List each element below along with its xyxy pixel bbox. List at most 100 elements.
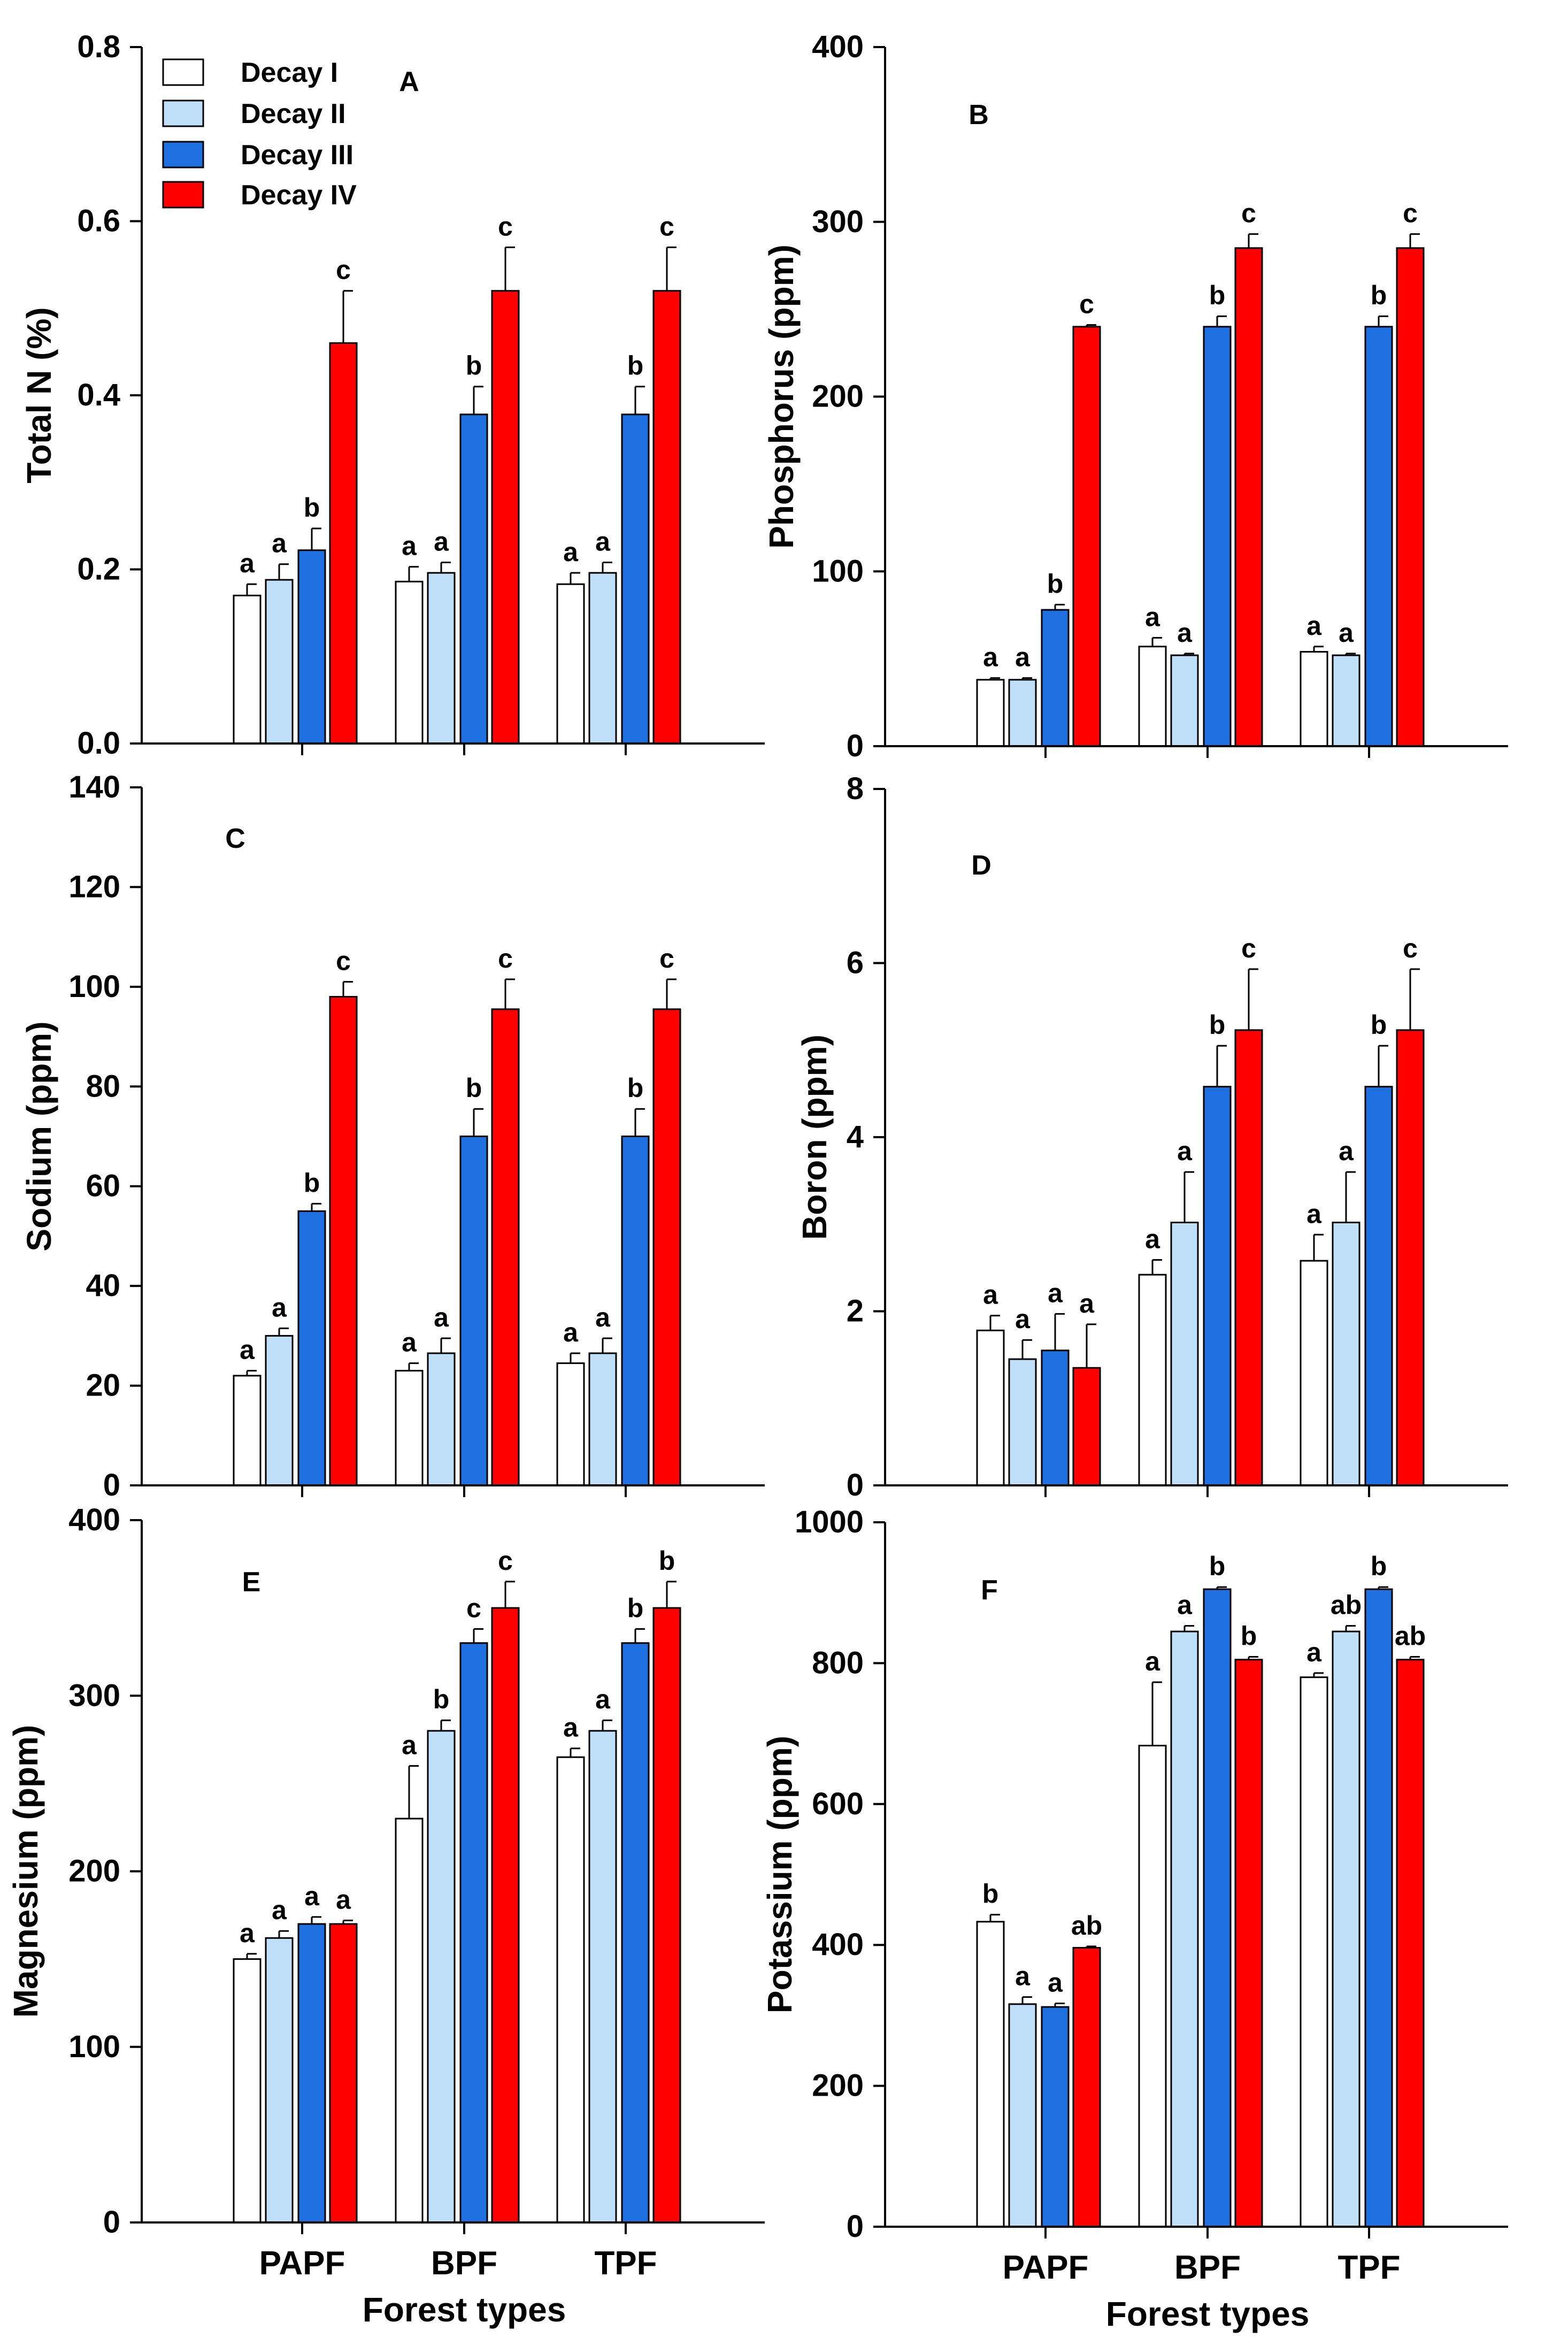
significance-letter: a <box>434 526 449 556</box>
significance-letter: a <box>1145 602 1160 632</box>
bar <box>297 1923 326 2224</box>
significance-letter: b <box>1241 1621 1257 1651</box>
bar <box>1170 654 1199 747</box>
y-tick-label: 4 <box>847 1120 864 1154</box>
bar <box>588 1730 617 2224</box>
bar <box>1300 1260 1328 1486</box>
bar <box>1396 247 1425 747</box>
significance-letter: a <box>1306 611 1322 641</box>
y-tick-label: 100 <box>68 2029 120 2064</box>
panel-label: A <box>399 66 419 97</box>
bar <box>588 572 617 745</box>
y-axis-title: Sodium (ppm) <box>20 1021 58 1251</box>
significance-letter: c <box>659 944 674 973</box>
significance-letter: a <box>240 1335 255 1365</box>
bar <box>1203 1588 1232 2228</box>
significance-letter: c <box>1241 933 1256 963</box>
significance-letter: a <box>1145 1224 1160 1254</box>
significance-letter: a <box>272 528 287 558</box>
y-tick-label: 0 <box>103 1468 120 1502</box>
bar <box>329 1923 358 2224</box>
significance-letter: b <box>1047 569 1064 599</box>
bar <box>1234 1659 1263 2228</box>
bar <box>1041 1350 1070 1486</box>
legend: Decay I Decay II Decay III Decay IV <box>162 57 357 211</box>
legend-item: Decay I <box>162 57 338 88</box>
y-tick-label: 120 <box>68 869 120 904</box>
significance-letter: a <box>434 1302 449 1332</box>
significance-letter: a <box>1048 1278 1063 1308</box>
y-tick-label: 0.2 <box>77 552 120 587</box>
significance-letter: a <box>240 1918 255 1948</box>
y-tick-label: 0.6 <box>77 204 120 239</box>
legend-swatch <box>162 181 204 209</box>
significance-letter: ab <box>1071 1911 1102 1941</box>
bar <box>427 1730 456 2224</box>
significance-letter: a <box>595 526 611 556</box>
bar <box>1072 326 1101 747</box>
significance-letter: c <box>1403 933 1418 963</box>
panel-label: F <box>981 1575 998 1606</box>
bar <box>621 1136 650 1486</box>
bar <box>1008 2003 1037 2228</box>
bar <box>1332 1630 1361 2228</box>
significance-letter: a <box>1015 642 1031 672</box>
bar <box>588 1352 617 1486</box>
y-tick-label: 8 <box>847 771 864 806</box>
bar <box>1041 609 1070 747</box>
legend-swatch <box>162 58 204 86</box>
bar <box>1364 326 1393 747</box>
significance-letter: b <box>627 1593 644 1623</box>
bar <box>652 1008 681 1486</box>
y-tick-label: 400 <box>812 1927 864 1962</box>
significance-letter: b <box>627 1073 644 1103</box>
significance-letter: b <box>627 351 644 381</box>
significance-letter: a <box>272 1895 287 1925</box>
bar <box>427 1352 456 1486</box>
y-tick-label: 0 <box>847 2209 864 2244</box>
significance-letter: c <box>336 946 351 976</box>
y-tick-label: 400 <box>68 1502 120 1537</box>
significance-letter: a <box>595 1302 611 1332</box>
significance-letter: a <box>402 1328 417 1358</box>
panel-label: B <box>969 99 989 131</box>
bar <box>459 1642 488 2224</box>
significance-letter: a <box>1306 1199 1322 1229</box>
significance-letter: a <box>1048 1968 1063 1998</box>
legend-item: Decay IV <box>162 180 357 211</box>
bar <box>459 413 488 745</box>
significance-letter: b <box>304 1168 320 1198</box>
bar <box>1300 651 1328 747</box>
y-tick-label: 0 <box>103 2205 120 2240</box>
y-tick-label: 40 <box>86 1268 120 1303</box>
y-tick-label: 0.8 <box>77 29 120 64</box>
bar <box>1234 247 1263 747</box>
significance-letter: b <box>466 1073 482 1103</box>
bar <box>1300 1676 1328 2228</box>
significance-letter: a <box>1339 618 1354 648</box>
y-tick-label: 140 <box>68 770 120 804</box>
y-tick-label: 800 <box>812 1645 864 1680</box>
bar <box>1203 1086 1232 1486</box>
significance-letter: b <box>304 493 320 523</box>
bar <box>556 583 585 745</box>
bar <box>1170 1221 1199 1486</box>
significance-letter: c <box>498 211 513 241</box>
significance-letter: a <box>595 1684 611 1714</box>
y-tick-label: 200 <box>812 2068 864 2103</box>
y-tick-label: 100 <box>68 969 120 1004</box>
bar <box>491 1008 520 1486</box>
y-tick-label: 400 <box>812 29 864 64</box>
bar <box>265 579 294 745</box>
bar <box>1138 646 1167 747</box>
y-axis-title: Phosphorus (ppm) <box>762 244 801 549</box>
bar <box>976 1921 1005 2228</box>
bar <box>1364 1086 1393 1486</box>
significance-letter: b <box>1209 1010 1226 1040</box>
bar <box>1170 1630 1199 2228</box>
